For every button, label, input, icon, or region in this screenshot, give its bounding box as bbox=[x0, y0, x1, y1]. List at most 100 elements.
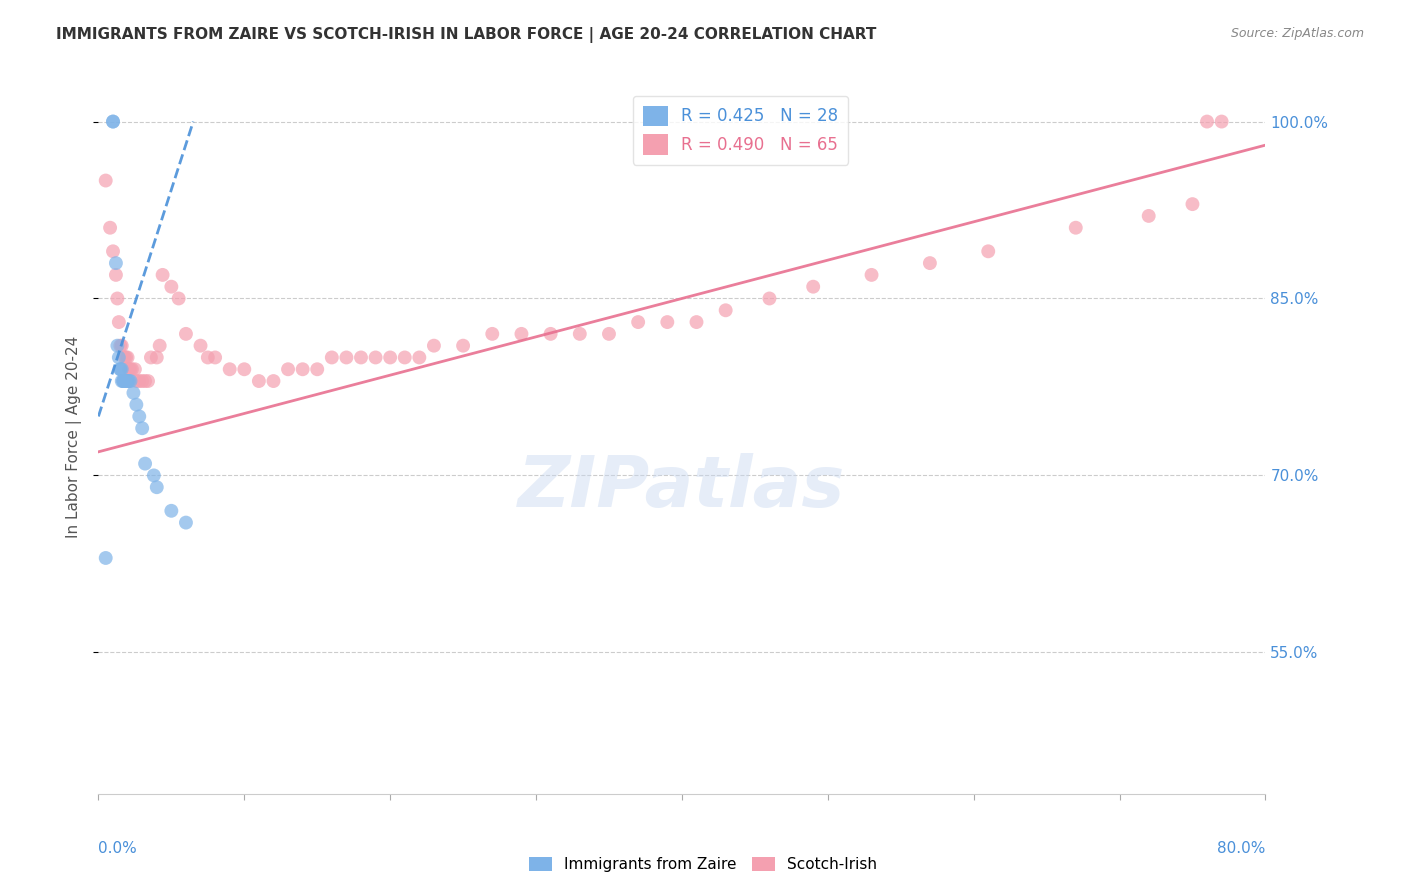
Point bbox=[104, 256, 127, 270]
Point bbox=[1064, 220, 1087, 235]
Point bbox=[105, 339, 128, 353]
Point bbox=[98, 220, 121, 235]
Point bbox=[101, 114, 124, 128]
Point bbox=[115, 374, 138, 388]
Text: IMMIGRANTS FROM ZAIRE VS SCOTCH-IRISH IN LABOR FORCE | AGE 20-24 CORRELATION CHA: IMMIGRANTS FROM ZAIRE VS SCOTCH-IRISH IN… bbox=[56, 27, 876, 43]
Point bbox=[408, 351, 430, 365]
Point bbox=[111, 339, 134, 353]
Point bbox=[110, 362, 132, 376]
Point bbox=[1181, 197, 1204, 211]
Point bbox=[117, 351, 139, 365]
Point bbox=[167, 292, 190, 306]
Point bbox=[350, 351, 373, 365]
Point bbox=[114, 374, 136, 388]
Point bbox=[190, 339, 212, 353]
Point bbox=[117, 374, 139, 388]
Point bbox=[510, 326, 533, 341]
Point bbox=[218, 362, 240, 376]
Point bbox=[233, 362, 256, 376]
Point bbox=[152, 268, 174, 282]
Point bbox=[1137, 209, 1160, 223]
Point bbox=[112, 374, 135, 388]
Point bbox=[134, 374, 156, 388]
Point bbox=[117, 374, 139, 388]
Point bbox=[115, 351, 138, 365]
Point bbox=[120, 362, 142, 376]
Point bbox=[110, 362, 132, 376]
Point bbox=[174, 516, 197, 530]
Point bbox=[136, 374, 159, 388]
Point bbox=[101, 244, 124, 259]
Point bbox=[291, 362, 314, 376]
Point bbox=[125, 398, 148, 412]
Point bbox=[118, 374, 141, 388]
Point bbox=[451, 339, 474, 353]
Point bbox=[134, 457, 156, 471]
Point bbox=[104, 268, 127, 282]
Legend: Immigrants from Zaire, Scotch-Irish: Immigrants from Zaire, Scotch-Irish bbox=[522, 849, 884, 880]
Point bbox=[321, 351, 343, 365]
Point bbox=[262, 374, 284, 388]
Point bbox=[114, 374, 136, 388]
Point bbox=[120, 374, 142, 388]
Point bbox=[94, 173, 117, 187]
Point bbox=[131, 374, 153, 388]
Point bbox=[1211, 114, 1233, 128]
Point bbox=[1195, 114, 1218, 128]
Point bbox=[112, 374, 135, 388]
Text: 0.0%: 0.0% bbox=[98, 841, 138, 856]
Point bbox=[160, 504, 183, 518]
Point bbox=[111, 362, 134, 376]
Point bbox=[128, 374, 150, 388]
Point bbox=[197, 351, 219, 365]
Point bbox=[247, 374, 270, 388]
Point bbox=[125, 374, 148, 388]
Point bbox=[114, 351, 136, 365]
Point bbox=[423, 339, 446, 353]
Point bbox=[94, 551, 117, 566]
Point bbox=[335, 351, 357, 365]
Text: Source: ZipAtlas.com: Source: ZipAtlas.com bbox=[1230, 27, 1364, 40]
Point bbox=[394, 351, 416, 365]
Point bbox=[124, 362, 146, 376]
Point bbox=[160, 279, 183, 293]
Point bbox=[149, 339, 172, 353]
Text: ZIPatlas: ZIPatlas bbox=[519, 452, 845, 522]
Point bbox=[101, 114, 124, 128]
Point bbox=[108, 351, 131, 365]
Point bbox=[364, 351, 387, 365]
Point bbox=[918, 256, 941, 270]
Point bbox=[714, 303, 737, 318]
Point bbox=[131, 421, 153, 435]
Point bbox=[657, 315, 679, 329]
Point bbox=[121, 362, 143, 376]
Point bbox=[568, 326, 591, 341]
Point bbox=[128, 409, 150, 424]
Point bbox=[977, 244, 1000, 259]
Point bbox=[481, 326, 503, 341]
Point bbox=[860, 268, 883, 282]
Point bbox=[598, 326, 620, 341]
Point bbox=[380, 351, 402, 365]
Point bbox=[108, 315, 131, 329]
Point bbox=[110, 339, 132, 353]
Point bbox=[118, 362, 141, 376]
Point bbox=[105, 292, 128, 306]
Point bbox=[174, 326, 197, 341]
Point bbox=[111, 374, 134, 388]
Point bbox=[146, 480, 169, 494]
Point bbox=[142, 468, 165, 483]
Point bbox=[307, 362, 329, 376]
Text: 80.0%: 80.0% bbox=[1218, 841, 1265, 856]
Point bbox=[146, 351, 169, 365]
Point bbox=[540, 326, 562, 341]
Point bbox=[277, 362, 299, 376]
Point bbox=[627, 315, 650, 329]
Point bbox=[801, 279, 824, 293]
Point bbox=[758, 292, 780, 306]
Legend: R = 0.425   N = 28, R = 0.490   N = 65: R = 0.425 N = 28, R = 0.490 N = 65 bbox=[633, 95, 848, 165]
Point bbox=[685, 315, 707, 329]
Y-axis label: In Labor Force | Age 20-24: In Labor Force | Age 20-24 bbox=[66, 336, 83, 538]
Point bbox=[122, 385, 145, 400]
Point bbox=[139, 351, 162, 365]
